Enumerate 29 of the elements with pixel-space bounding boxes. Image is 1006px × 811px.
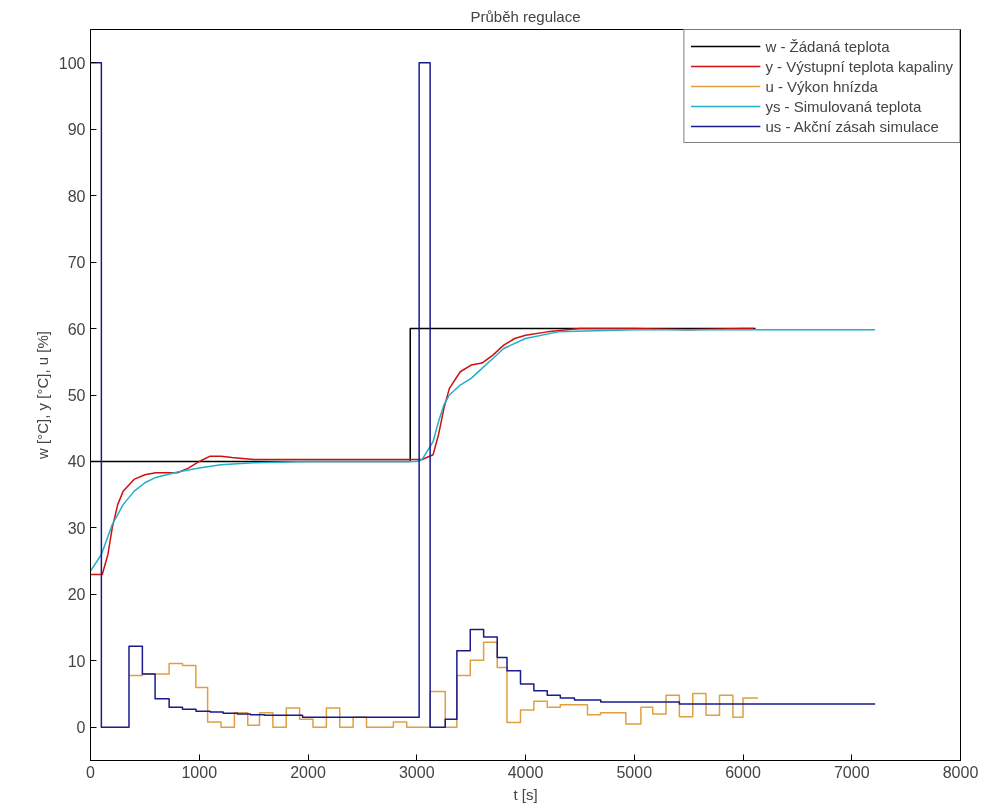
- y-tick-label: 80: [67, 187, 86, 205]
- x-tick-label: 3000: [398, 763, 435, 781]
- x-tick-label: 5000: [616, 763, 653, 781]
- legend-label: ys - Simulovaná teplota: [765, 97, 922, 115]
- y-tick-label: 20: [67, 586, 86, 604]
- legend-label: us - Akční zásah simulace: [765, 117, 939, 135]
- x-tick-label: 8000: [942, 763, 979, 781]
- y-tick-label: 60: [67, 320, 86, 338]
- y-tick-label: 100: [58, 54, 86, 72]
- x-tick-label: 1000: [181, 763, 218, 781]
- x-axis-title: t [s]: [513, 785, 538, 803]
- x-tick-label: 6000: [725, 763, 761, 781]
- line-series: [90, 329, 876, 572]
- y-tick-label: 30: [67, 519, 86, 537]
- y-tick-label: 10: [67, 652, 86, 670]
- line-series: [90, 327, 755, 576]
- chart-title: Průběh regulace: [470, 7, 581, 25]
- x-tick-label: 7000: [833, 763, 870, 781]
- x-tick-label: 4000: [507, 763, 544, 781]
- y-tick-label: 70: [67, 254, 86, 272]
- x-tick-label: 2000: [290, 763, 326, 781]
- y-axis-title: w [°C], y [°C], u [%]: [33, 331, 51, 460]
- legend-label: w - Žádaná teplota: [765, 37, 890, 55]
- y-tick-label: 0: [76, 719, 86, 737]
- y-tick-label: 90: [67, 121, 86, 139]
- legend-label: u - Výkon hnízda: [765, 77, 878, 95]
- y-tick-label: 40: [67, 453, 86, 471]
- legend-label: y - Výstupní teplota kapaliny: [765, 57, 953, 75]
- y-tick-label: 50: [67, 387, 86, 404]
